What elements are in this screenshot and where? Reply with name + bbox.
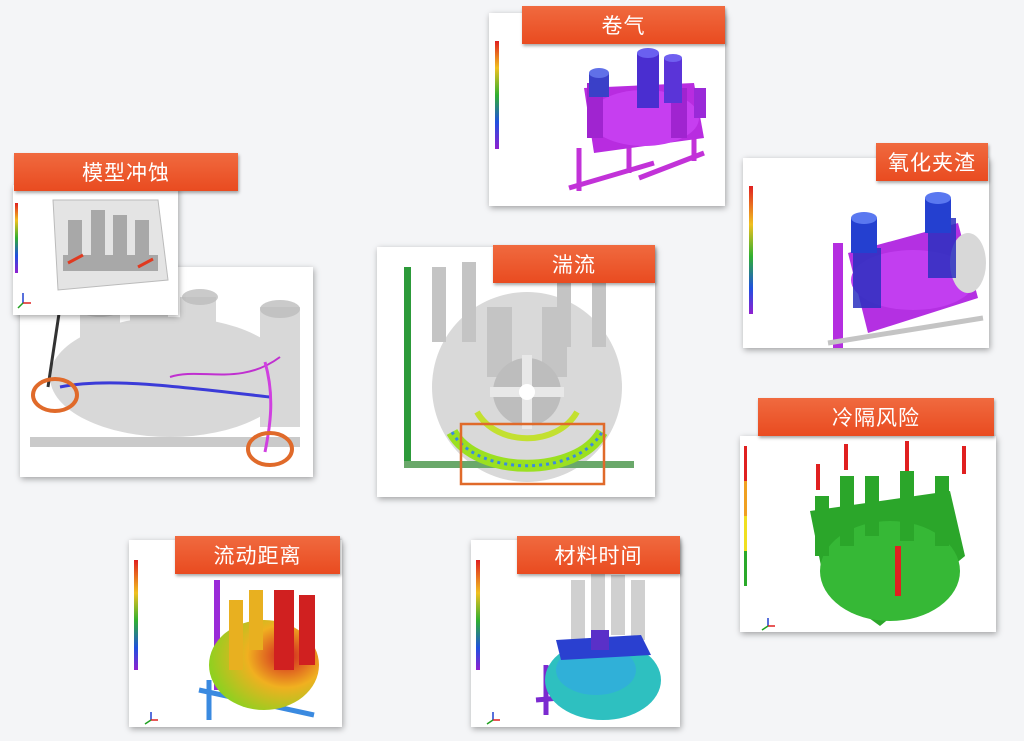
- banner-liudong: 流动距离: [175, 536, 340, 574]
- banner-lengge: 冷隔风险: [758, 398, 994, 436]
- highlight-circle-left: [31, 377, 79, 413]
- banner-yanghua: 氧化夹渣: [876, 143, 988, 181]
- card-lengge: [740, 436, 996, 632]
- tuanliu-model: [404, 262, 634, 486]
- liudong-model: [134, 560, 319, 725]
- juanqi-model: [495, 41, 706, 191]
- card-tuanliu: [377, 247, 655, 497]
- banner-juanqi: 卷气: [522, 6, 725, 44]
- card-juanqi: [489, 13, 725, 206]
- card-yanghua: [743, 158, 989, 348]
- banner-tuanliu: 湍流: [493, 245, 655, 283]
- axis-triad-icon: [486, 712, 500, 725]
- yanghua-model: [749, 186, 986, 348]
- axis-triad-icon: [761, 618, 775, 631]
- lengge-model: [744, 441, 966, 631]
- card-liudong: [129, 540, 342, 727]
- cailiao-model: [476, 560, 661, 725]
- axis-triad-icon: [144, 712, 158, 725]
- moxing-inset-model: [15, 199, 169, 309]
- banner-cailiao: 材料时间: [517, 536, 680, 574]
- highlight-circle-right: [246, 431, 294, 467]
- highlight-box: [459, 422, 606, 486]
- card-moxing-inset: [13, 185, 178, 315]
- banner-moxing: 模型冲蚀: [14, 153, 238, 191]
- axis-triad-icon: [17, 293, 31, 309]
